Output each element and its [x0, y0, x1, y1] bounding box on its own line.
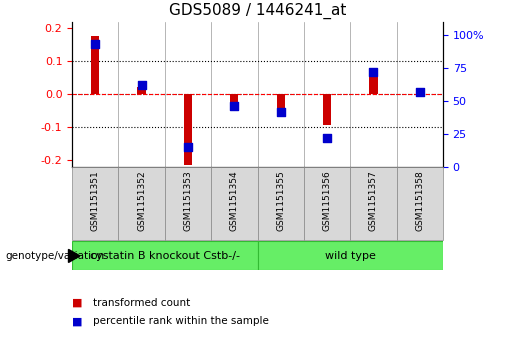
Bar — [277, 94, 285, 108]
Bar — [165, 167, 211, 240]
Text: GSM1151353: GSM1151353 — [183, 171, 193, 231]
Bar — [350, 167, 397, 240]
Title: GDS5089 / 1446241_at: GDS5089 / 1446241_at — [169, 3, 346, 19]
Point — [323, 135, 331, 141]
Bar — [230, 94, 238, 103]
Point — [277, 109, 285, 114]
Point — [91, 41, 99, 47]
Bar — [211, 167, 258, 240]
Text: percentile rank within the sample: percentile rank within the sample — [93, 316, 269, 326]
Text: GSM1151356: GSM1151356 — [322, 171, 332, 231]
Bar — [138, 87, 146, 94]
Text: ■: ■ — [72, 316, 82, 326]
Text: wild type: wild type — [325, 250, 375, 261]
Bar — [416, 91, 424, 94]
Bar — [323, 94, 331, 125]
Text: GSM1151351: GSM1151351 — [91, 171, 100, 231]
Text: ■: ■ — [72, 298, 82, 308]
Text: transformed count: transformed count — [93, 298, 190, 308]
Text: GSM1151354: GSM1151354 — [230, 171, 239, 231]
Bar — [72, 167, 118, 240]
Text: GSM1151358: GSM1151358 — [415, 171, 424, 231]
Bar — [369, 71, 377, 94]
Bar — [184, 94, 192, 165]
Text: GSM1151357: GSM1151357 — [369, 171, 378, 231]
Bar — [118, 167, 165, 240]
Bar — [258, 241, 443, 270]
Bar — [91, 36, 99, 94]
Text: genotype/variation: genotype/variation — [5, 251, 104, 261]
Bar — [304, 167, 350, 240]
Bar — [258, 167, 304, 240]
Point — [184, 144, 192, 150]
Text: GSM1151355: GSM1151355 — [276, 171, 285, 231]
Bar — [72, 241, 258, 270]
Point — [230, 103, 238, 109]
Bar — [397, 167, 443, 240]
Text: GSM1151352: GSM1151352 — [137, 171, 146, 231]
Point — [369, 69, 377, 75]
Text: cystatin B knockout Cstb-/-: cystatin B knockout Cstb-/- — [90, 250, 240, 261]
Point — [416, 89, 424, 95]
Point — [138, 82, 146, 88]
